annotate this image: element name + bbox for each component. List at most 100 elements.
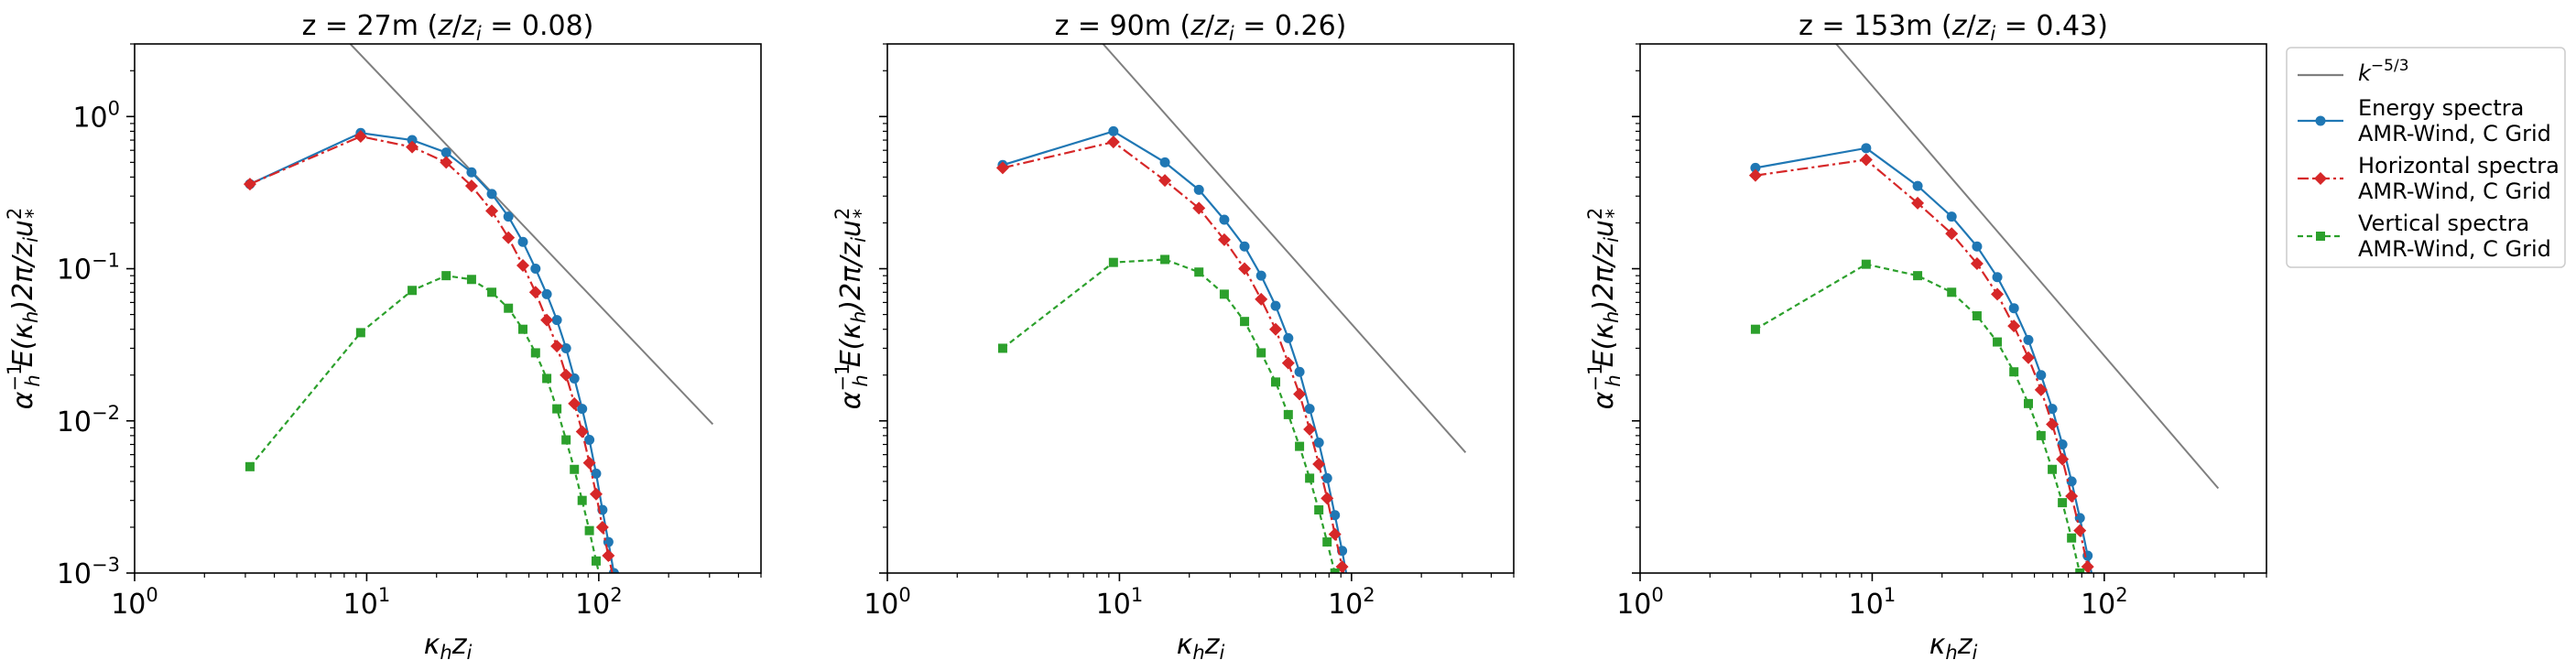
series-line-2 bbox=[1002, 130, 1348, 573]
data-point bbox=[1108, 125, 1119, 136]
data-point bbox=[502, 231, 516, 244]
series-line-2 bbox=[249, 132, 615, 573]
series-line-2 bbox=[1755, 146, 2093, 573]
data-point bbox=[1219, 289, 1229, 299]
x-axis-label: κhzi bbox=[424, 629, 473, 660]
data-point bbox=[1861, 259, 1871, 269]
data-point bbox=[243, 178, 256, 191]
data-point bbox=[1238, 262, 1252, 276]
x-tick-label: 101 bbox=[343, 584, 391, 621]
data-point bbox=[1321, 492, 1334, 505]
data-point bbox=[1945, 227, 1959, 241]
data-point bbox=[516, 259, 529, 273]
legend-entry-1: k−5/3 bbox=[2298, 57, 2409, 86]
data-point bbox=[2034, 383, 2048, 396]
data-point bbox=[2047, 404, 2058, 415]
x-tick-label: 102 bbox=[575, 584, 623, 621]
data-point bbox=[541, 288, 552, 299]
data-point bbox=[570, 464, 580, 474]
data-point bbox=[1993, 337, 2003, 347]
panel-title: z = 27m (z/zi = 0.08) bbox=[302, 10, 594, 45]
data-point bbox=[2056, 452, 2070, 466]
data-point bbox=[1303, 422, 1317, 436]
data-point bbox=[552, 404, 562, 414]
legend-label: AMR-Wind, C Grid bbox=[2358, 179, 2551, 204]
legend-box bbox=[2286, 47, 2566, 268]
data-point bbox=[408, 286, 418, 296]
data-point bbox=[466, 275, 476, 285]
data-point bbox=[1992, 272, 2003, 283]
data-point bbox=[540, 313, 554, 327]
data-point bbox=[1328, 527, 1342, 541]
data-point bbox=[1219, 214, 1230, 225]
data-point bbox=[2075, 568, 2085, 573]
data-point bbox=[441, 271, 451, 281]
axes-frame bbox=[1639, 43, 2267, 574]
data-point bbox=[517, 236, 528, 247]
x-axis-label: κhzi bbox=[1929, 629, 1978, 660]
data-point bbox=[486, 189, 497, 200]
data-point bbox=[2066, 476, 2077, 487]
data-point bbox=[2009, 367, 2019, 377]
data-point bbox=[602, 549, 615, 563]
data-point bbox=[1256, 348, 1266, 358]
data-point bbox=[1240, 317, 1250, 327]
data-point bbox=[569, 373, 580, 384]
data-point bbox=[1312, 457, 1326, 471]
axes-frame bbox=[134, 43, 762, 574]
x-tick-label: 101 bbox=[1096, 584, 1144, 621]
data-point bbox=[1159, 157, 1170, 168]
data-point bbox=[2036, 370, 2047, 381]
data-point bbox=[504, 303, 514, 313]
y-tick-label: 10−2 bbox=[57, 402, 120, 438]
data-point bbox=[577, 404, 588, 415]
axes-frame bbox=[886, 43, 1515, 574]
data-point bbox=[2008, 303, 2019, 314]
data-point bbox=[1106, 135, 1120, 149]
data-point bbox=[1268, 322, 1282, 336]
series-group bbox=[1748, 44, 2220, 573]
data-point bbox=[560, 368, 573, 382]
data-point bbox=[1972, 241, 1983, 252]
data-point bbox=[1750, 324, 1760, 334]
data-point bbox=[584, 525, 594, 536]
legend-label: Horizontal spectra bbox=[2358, 153, 2560, 179]
legend-label: AMR-Wind, C Grid bbox=[2358, 236, 2551, 262]
x-tick-label: 100 bbox=[111, 584, 158, 621]
data-point bbox=[561, 435, 571, 445]
data-point bbox=[2048, 464, 2058, 474]
data-point bbox=[2036, 430, 2046, 440]
data-point bbox=[1970, 256, 1984, 270]
data-point bbox=[353, 130, 367, 144]
data-point bbox=[2067, 533, 2077, 543]
x-tick-label: 100 bbox=[1616, 584, 1664, 621]
data-point bbox=[1314, 505, 1324, 515]
data-point bbox=[2065, 490, 2079, 503]
data-point bbox=[1991, 287, 2005, 301]
data-point bbox=[1911, 196, 1925, 210]
data-point bbox=[517, 324, 527, 334]
series-group bbox=[243, 44, 714, 573]
data-point bbox=[528, 286, 542, 299]
data-point bbox=[582, 456, 596, 470]
data-point bbox=[1160, 254, 1170, 265]
data-point bbox=[2023, 398, 2033, 408]
data-point bbox=[355, 328, 365, 338]
data-point bbox=[1305, 473, 1315, 483]
y-axis-label: α−1hE(κh)2π/ziu2* bbox=[4, 208, 44, 410]
data-point bbox=[466, 167, 477, 178]
data-point bbox=[1946, 211, 1957, 222]
series-line-1 bbox=[1102, 44, 1467, 453]
data-point bbox=[550, 340, 564, 353]
x-tick-label: 102 bbox=[2081, 584, 2128, 621]
legend-swatch-marker bbox=[2316, 232, 2325, 241]
x-tick-label: 100 bbox=[864, 584, 911, 621]
data-point bbox=[1158, 174, 1172, 188]
data-point bbox=[577, 495, 587, 505]
y-axis-label: α−1hE(κh)2π/ziu2* bbox=[831, 208, 872, 410]
data-point bbox=[2046, 417, 2060, 431]
data-point bbox=[1947, 287, 1957, 298]
y-tick-label: 100 bbox=[72, 97, 120, 134]
